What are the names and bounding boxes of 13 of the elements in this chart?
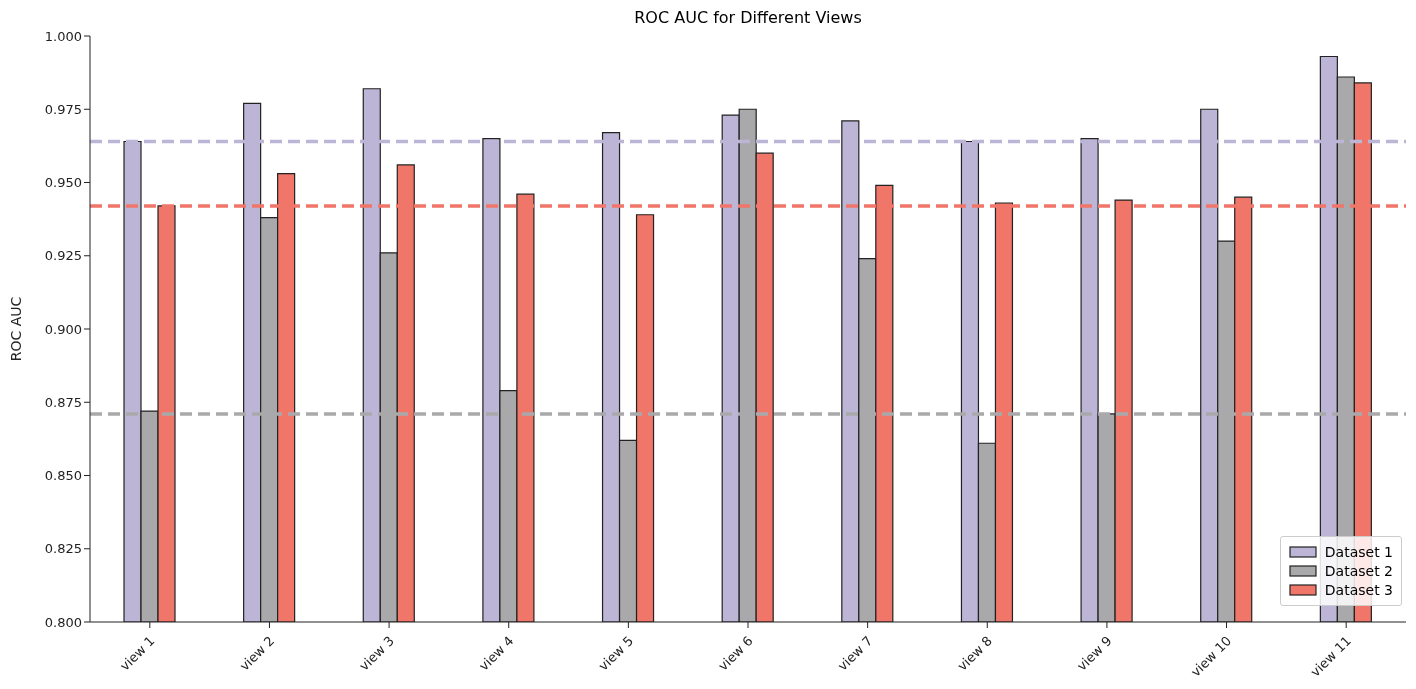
y-axis-title: ROC AUC — [7, 296, 24, 362]
y-tick-label: 0.925 — [44, 248, 82, 264]
y-tick-label: 0.950 — [44, 175, 82, 191]
legend-label: Dataset 3 — [1324, 582, 1393, 598]
y-tick-label: 0.800 — [44, 614, 82, 630]
chart-title: ROC AUC for Different Views — [634, 8, 862, 27]
legend-label: Dataset 1 — [1324, 544, 1393, 560]
y-tick-label: 0.825 — [44, 541, 82, 557]
y-tick-label: 0.850 — [44, 468, 82, 484]
y-tick-label: 0.975 — [44, 101, 82, 117]
y-tick-label: 0.875 — [44, 394, 82, 410]
y-tick-label: 0.900 — [44, 321, 82, 337]
legend-label: Dataset 2 — [1324, 563, 1393, 579]
